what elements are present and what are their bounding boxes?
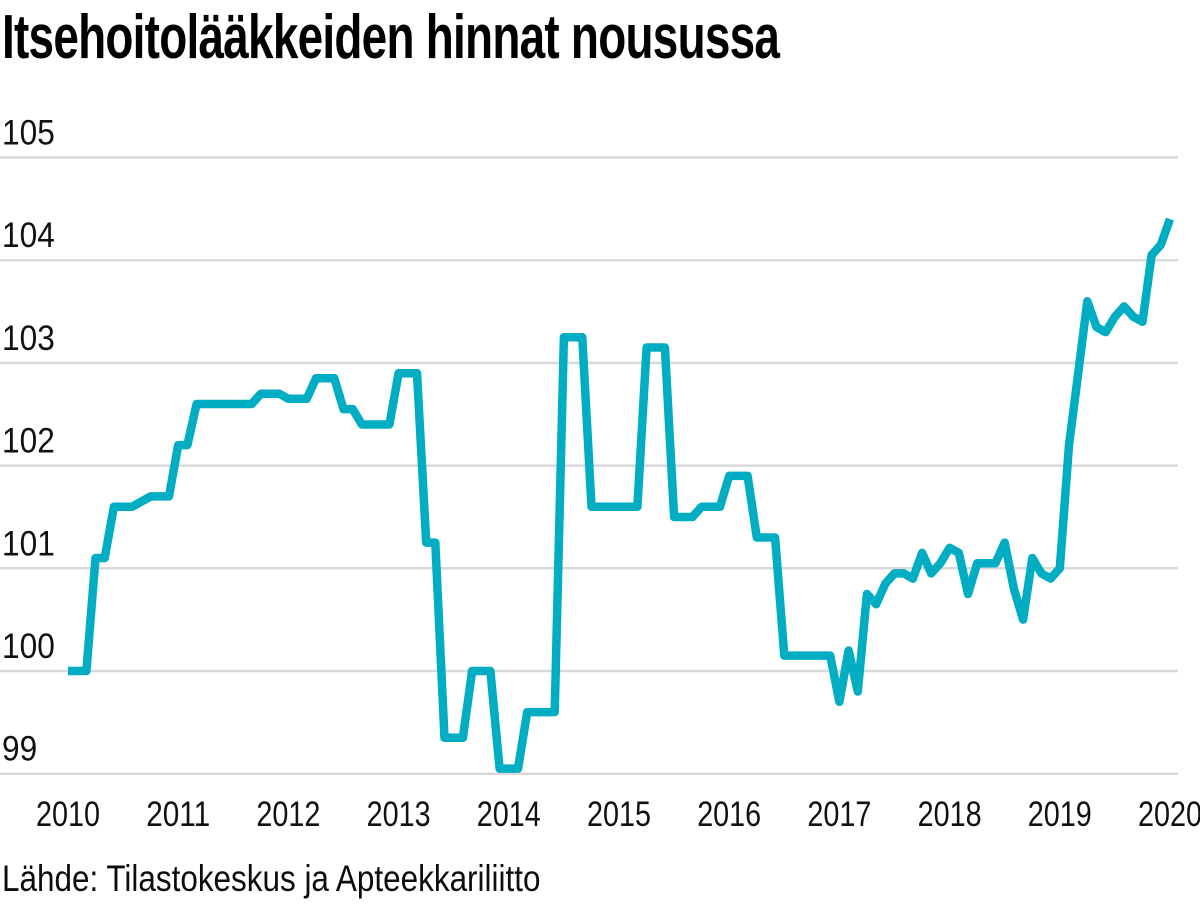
y-axis-tick-label: 104 xyxy=(2,216,55,255)
price-index-line xyxy=(68,217,1175,773)
x-axis-tick-label: 2017 xyxy=(807,795,871,834)
x-axis-tick-label: 2013 xyxy=(367,795,431,834)
x-axis-tick-label: 2010 xyxy=(36,795,100,834)
x-axis-tick-label: 2018 xyxy=(918,795,982,834)
x-axis-tick-label: 2014 xyxy=(477,795,541,834)
x-axis-tick-label: 2011 xyxy=(146,795,210,834)
x-axis-tick-label: 2015 xyxy=(587,795,651,834)
y-axis-tick-label: 100 xyxy=(2,627,55,666)
source-note: Lähde: Tilastokeskus ja Apteekkariliitto xyxy=(2,858,541,899)
y-axis-tick-label: 103 xyxy=(2,319,55,358)
x-axis-tick-label: 2016 xyxy=(697,795,761,834)
chart-title: Itsehoitolääkkeiden hinnat nousussa xyxy=(2,3,780,72)
x-axis-tick-label: 2012 xyxy=(256,795,320,834)
y-axis-tick-label: 101 xyxy=(2,524,55,563)
y-axis-tick-label: 102 xyxy=(2,422,55,461)
x-axis-tick-label: 2020 xyxy=(1138,795,1200,834)
y-axis-tick-label: 99 xyxy=(2,730,37,769)
y-axis-tick-label: 105 xyxy=(2,114,55,153)
x-axis-tick-label: 2019 xyxy=(1028,795,1092,834)
